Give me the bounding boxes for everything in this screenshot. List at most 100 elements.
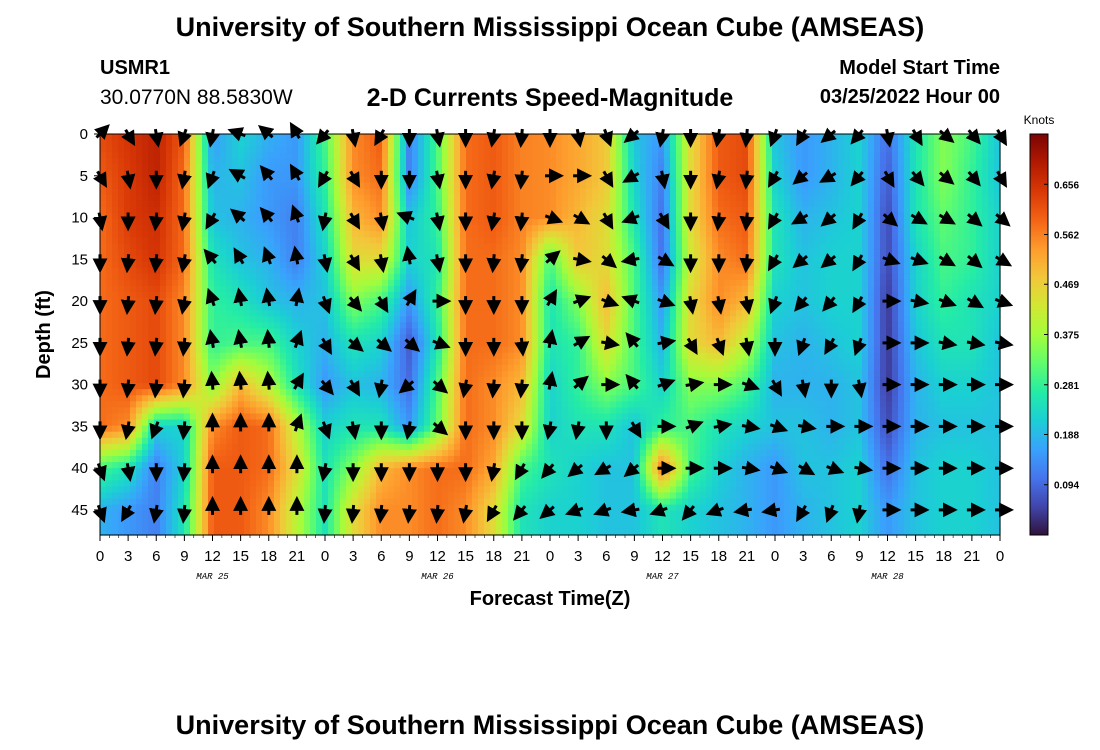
heat-cell bbox=[748, 249, 755, 257]
heat-cell bbox=[604, 164, 611, 172]
heat-cell bbox=[244, 212, 251, 220]
heat-cell bbox=[646, 298, 653, 305]
heat-cell bbox=[190, 267, 197, 275]
heat-cell bbox=[232, 298, 239, 305]
heat-cell bbox=[304, 249, 311, 257]
heat-cell bbox=[526, 285, 533, 293]
heat-cell bbox=[436, 225, 443, 232]
heat-cell bbox=[946, 188, 953, 196]
heat-cell bbox=[760, 273, 767, 281]
heat-cell bbox=[472, 279, 479, 287]
heat-cell bbox=[652, 176, 659, 184]
heat-cell bbox=[286, 200, 293, 208]
heat-cell bbox=[394, 291, 401, 299]
heat-cell bbox=[424, 273, 431, 281]
heat-cell bbox=[790, 212, 797, 220]
heat-cell bbox=[904, 261, 911, 269]
heat-cell bbox=[592, 328, 599, 336]
heat-cell bbox=[292, 237, 299, 244]
heat-cell bbox=[640, 200, 647, 208]
heat-cell bbox=[952, 200, 959, 208]
heat-cell bbox=[298, 267, 305, 275]
heat-cell bbox=[232, 285, 239, 293]
heat-cell bbox=[268, 194, 275, 202]
heat-cell bbox=[790, 231, 797, 238]
heat-cell bbox=[508, 285, 515, 293]
heat-cell bbox=[934, 267, 941, 275]
heat-cell bbox=[274, 140, 281, 147]
heat-cell bbox=[142, 134, 149, 141]
heat-cell bbox=[124, 146, 131, 153]
heat-cell bbox=[604, 140, 611, 147]
heat-cell bbox=[742, 200, 749, 208]
heat-cell bbox=[340, 249, 347, 257]
heat-cell bbox=[742, 194, 749, 202]
heat-cell bbox=[130, 158, 137, 165]
heat-cell bbox=[892, 152, 899, 159]
heat-cell bbox=[970, 206, 977, 214]
heat-cell bbox=[646, 194, 653, 202]
heat-cell bbox=[670, 170, 677, 178]
heat-cell bbox=[130, 310, 137, 317]
heat-cell bbox=[328, 316, 335, 323]
heat-cell bbox=[670, 146, 677, 153]
heat-cell bbox=[286, 176, 293, 184]
heat-cell bbox=[976, 249, 983, 257]
heat-cell bbox=[376, 267, 383, 275]
heat-cell bbox=[208, 328, 215, 336]
heat-cell bbox=[214, 261, 221, 269]
heat-cell bbox=[544, 146, 551, 153]
heat-cell bbox=[886, 261, 893, 269]
heat-cell bbox=[136, 243, 143, 251]
heat-cell bbox=[988, 237, 995, 244]
heat-cell bbox=[814, 170, 821, 178]
heat-cell bbox=[304, 152, 311, 159]
heat-cell bbox=[880, 328, 887, 336]
heat-cell bbox=[778, 134, 785, 141]
heat-cell bbox=[232, 291, 239, 299]
heat-cell bbox=[454, 328, 461, 336]
heat-cell bbox=[166, 310, 173, 317]
heat-cell bbox=[304, 170, 311, 178]
heat-cell bbox=[352, 285, 359, 293]
heat-cell bbox=[106, 188, 113, 196]
heat-cell bbox=[346, 182, 353, 190]
heat-cell bbox=[184, 273, 191, 281]
heat-cell bbox=[874, 231, 881, 238]
heat-cell bbox=[676, 158, 683, 165]
heat-cell bbox=[148, 237, 155, 244]
heat-cell bbox=[418, 304, 425, 311]
heat-cell bbox=[448, 291, 455, 299]
heat-cell bbox=[688, 140, 695, 147]
heat-cell bbox=[370, 328, 377, 336]
heat-cell bbox=[328, 328, 335, 336]
heat-cell bbox=[190, 158, 197, 165]
heat-cell bbox=[688, 194, 695, 202]
heat-cell bbox=[400, 237, 407, 244]
heat-cell bbox=[682, 152, 689, 159]
heat-cell bbox=[652, 316, 659, 323]
heat-cell bbox=[604, 316, 611, 323]
heat-cell bbox=[196, 310, 203, 317]
heat-cell bbox=[760, 255, 767, 263]
heat-cell bbox=[676, 206, 683, 214]
heat-cell bbox=[832, 231, 839, 238]
heat-cell bbox=[136, 255, 143, 263]
heat-cell bbox=[538, 249, 545, 257]
heat-cell bbox=[502, 206, 509, 214]
heat-cell bbox=[334, 152, 341, 159]
heat-cell bbox=[748, 267, 755, 275]
heat-cell bbox=[592, 298, 599, 305]
heat-cell bbox=[226, 249, 233, 257]
heat-cell bbox=[700, 164, 707, 172]
heat-cell bbox=[190, 255, 197, 263]
heat-cell bbox=[400, 279, 407, 287]
heat-cell bbox=[784, 225, 791, 232]
heat-cell bbox=[586, 255, 593, 263]
heat-cell bbox=[286, 261, 293, 269]
heat-cell bbox=[850, 212, 857, 220]
heat-cell bbox=[874, 164, 881, 172]
heat-cell bbox=[544, 273, 551, 281]
heat-cell bbox=[394, 182, 401, 190]
heat-cell bbox=[586, 304, 593, 311]
